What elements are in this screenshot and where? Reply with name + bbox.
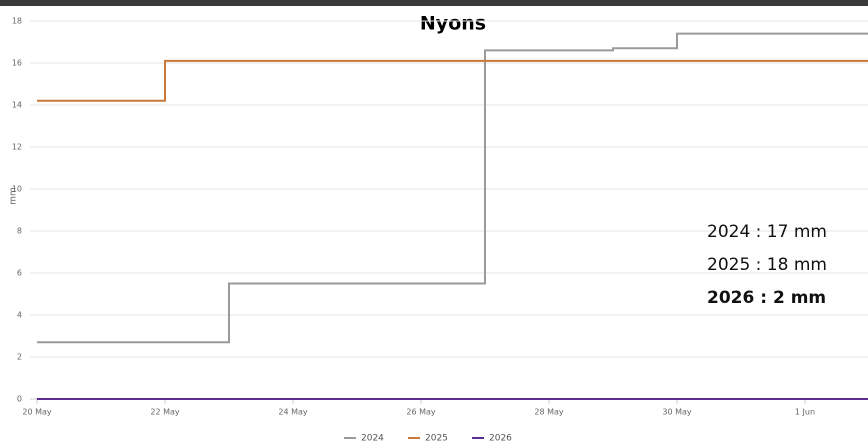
y-tick-label: 14: [12, 101, 22, 110]
x-tick-label: 1 Jun: [795, 408, 815, 417]
y-tick-label: 18: [12, 17, 22, 26]
x-tick-label: 22 May: [150, 408, 180, 417]
y-tick-label: 2: [17, 353, 22, 362]
chart-title: Nyons: [420, 13, 486, 35]
annotation: 2024 : 17 mm: [707, 222, 827, 242]
y-tick-label: 8: [17, 227, 22, 236]
series-line: [37, 59, 868, 102]
y-tick-label: 0: [17, 395, 22, 404]
annotation: 2026 : 2 mm: [707, 288, 826, 308]
y-axis-label: mm: [9, 187, 19, 205]
y-tick-label: 16: [12, 59, 22, 68]
x-tick-label: 20 May: [22, 408, 52, 417]
y-tick-label: 4: [17, 311, 22, 320]
x-tick-label: 24 May: [278, 408, 308, 417]
legend-label: 2024: [361, 434, 384, 444]
legend-label: 2026: [489, 434, 512, 444]
annotation: 2025 : 18 mm: [707, 255, 827, 275]
x-tick-label: 26 May: [406, 408, 436, 417]
y-tick-label: 10: [12, 185, 22, 194]
y-tick-label: 6: [17, 269, 22, 278]
x-tick-label: 28 May: [534, 408, 564, 417]
legend-label: 2025: [425, 434, 448, 444]
y-tick-label: 12: [12, 143, 22, 152]
top-bar: [0, 0, 868, 6]
series-line: [37, 32, 868, 344]
x-tick-label: 30 May: [662, 408, 692, 417]
